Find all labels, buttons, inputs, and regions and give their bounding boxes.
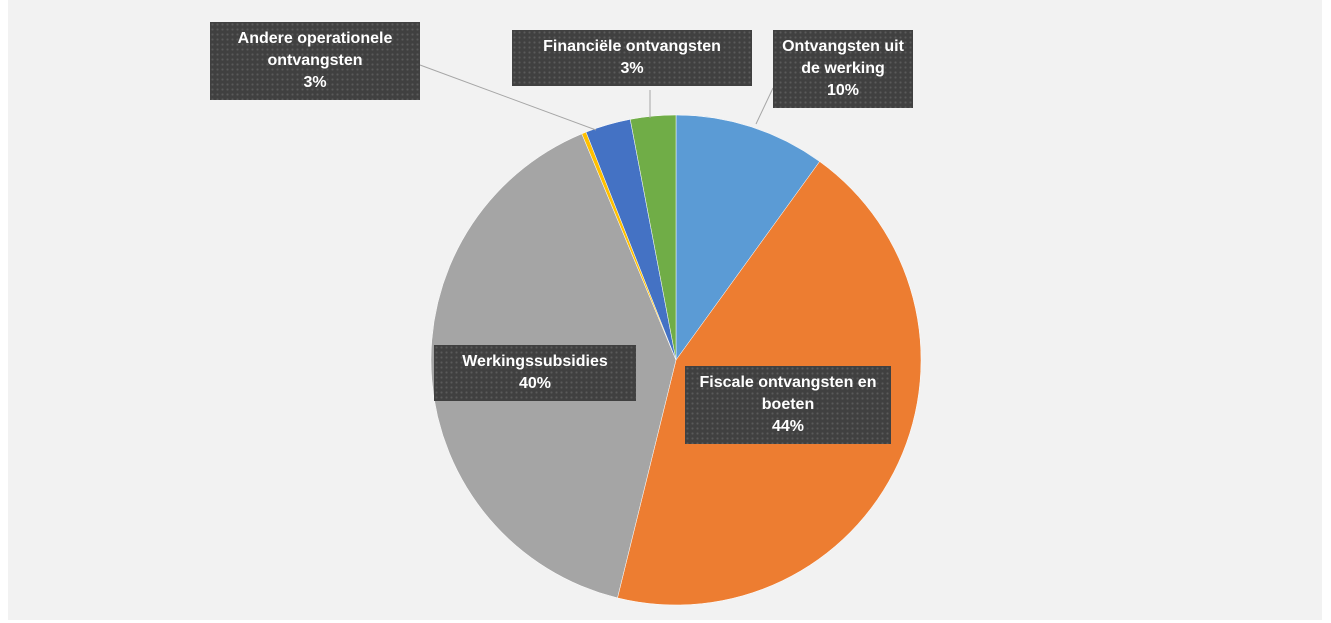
label-name: Financiële ontvangsten	[543, 38, 721, 55]
pie-slice	[675, 114, 820, 361]
data-label: Werkingssubsidies 40%	[434, 345, 636, 401]
label-value: 40%	[518, 375, 552, 392]
data-label: Financiële ontvangsten 3%	[512, 30, 752, 86]
leader-line	[755, 87, 774, 125]
data-label: Andere operationele ontvangsten 3%	[210, 22, 420, 100]
label-value: 3%	[303, 74, 327, 91]
label-name: Ontvangsten uit de werking	[782, 38, 904, 77]
label-name: Fiscale ontvangsten en boeten	[699, 374, 877, 413]
label-name: Andere operationele ontvangsten	[237, 30, 393, 69]
data-label: Fiscale ontvangsten en boeten 44%	[685, 366, 891, 444]
label-value: 10%	[826, 82, 860, 99]
leader-line	[419, 64, 597, 131]
chart: Ontvangsten uit de werking 10% Fiscale ont…	[8, 0, 1322, 620]
label-name: Werkingssubsidies	[462, 353, 608, 370]
label-value: 3%	[620, 60, 644, 77]
data-label: Ontvangsten uit de werking 10%	[773, 30, 913, 108]
pie-area	[419, 64, 922, 606]
label-value: 44%	[771, 418, 805, 435]
pie-slice	[629, 114, 677, 361]
